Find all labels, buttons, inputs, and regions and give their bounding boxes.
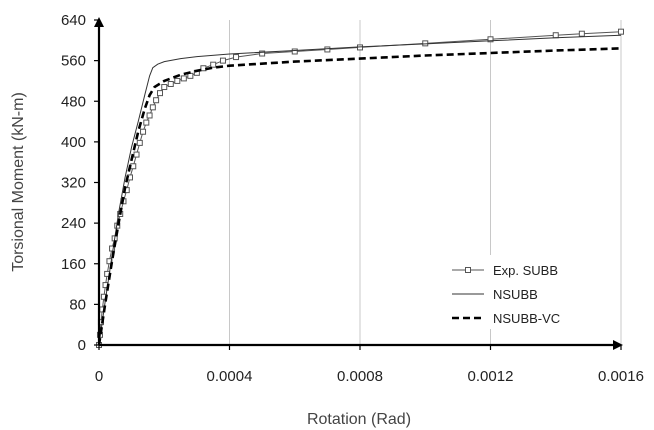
data-point-exp-subb <box>133 151 140 158</box>
y-tick-label: 400 <box>61 134 86 151</box>
data-point-exp-subb <box>140 128 147 135</box>
data-point-exp-subb <box>136 139 143 146</box>
tick-labels: 0 0.0004 0.0008 0.0012 0.0016 0 80 160 240 320 400… <box>61 12 644 385</box>
y-tick-label: 320 <box>61 175 86 192</box>
y-tick-label: 560 <box>61 53 86 70</box>
data-point-exp-subb <box>487 36 494 43</box>
data-point-exp-subb <box>180 75 187 82</box>
y-tick-label: 240 <box>61 215 86 232</box>
series-line-nsubb <box>98 34 622 346</box>
data-point-exp-subb <box>291 48 298 55</box>
data-point-exp-subb <box>174 77 181 84</box>
x-tick-label: 0.0016 <box>598 368 644 385</box>
legend-marker-exp-subb <box>465 267 471 273</box>
data-point-exp-subb <box>153 97 160 104</box>
series-line-nsubb-vc <box>97 47 622 346</box>
data-point-exp-subb <box>109 245 116 252</box>
data-point-exp-subb <box>219 57 226 64</box>
data-point-exp-subb <box>161 84 168 91</box>
data-point-exp-subb <box>106 258 113 265</box>
data-point-exp-subb <box>146 112 153 119</box>
x-tick-label: 0.0004 <box>207 368 253 385</box>
x-axis-arrow <box>613 340 623 350</box>
data-point-exp-subb <box>552 32 559 39</box>
data-point-exp-subb <box>618 28 624 35</box>
legend: Exp. SUBB NSUBB NSUBB-VC <box>447 255 615 329</box>
data-point-exp-subb <box>157 90 164 97</box>
legend-label-nsubb-vc: NSUBB-VC <box>493 311 560 326</box>
x-tick-label: 0 <box>95 368 103 385</box>
data-point-exp-subb <box>259 50 266 57</box>
data-point-exp-subb <box>143 119 150 126</box>
x-axis-label: Rotation (Rad) <box>307 411 411 428</box>
data-point-exp-subb <box>324 46 331 53</box>
x-tick-label: 0.0012 <box>468 368 514 385</box>
legend-label-nsubb: NSUBB <box>493 287 538 302</box>
y-tick-label: 80 <box>69 296 86 313</box>
legend-box <box>447 255 615 329</box>
data-point-exp-subb <box>578 30 585 37</box>
y-tick-label: 480 <box>61 93 86 110</box>
grid-lines <box>229 20 622 345</box>
y-axis-label: Torsional Moment (kN-m) <box>10 92 27 272</box>
data-point-exp-subb <box>130 163 137 170</box>
legend-label-exp-subb: Exp. SUBB <box>493 263 558 278</box>
y-tick-label: 0 <box>78 337 86 354</box>
y-tick-label: 640 <box>61 12 86 29</box>
data-point-exp-subb <box>233 54 240 61</box>
axes <box>94 17 623 350</box>
data-point-exp-subb <box>210 61 217 68</box>
data-point-exp-subb <box>149 104 156 111</box>
y-tick-label: 160 <box>61 256 86 273</box>
x-tick-label: 0.0008 <box>337 368 383 385</box>
data-point-exp-subb <box>167 80 174 87</box>
y-axis-arrow <box>94 17 104 27</box>
